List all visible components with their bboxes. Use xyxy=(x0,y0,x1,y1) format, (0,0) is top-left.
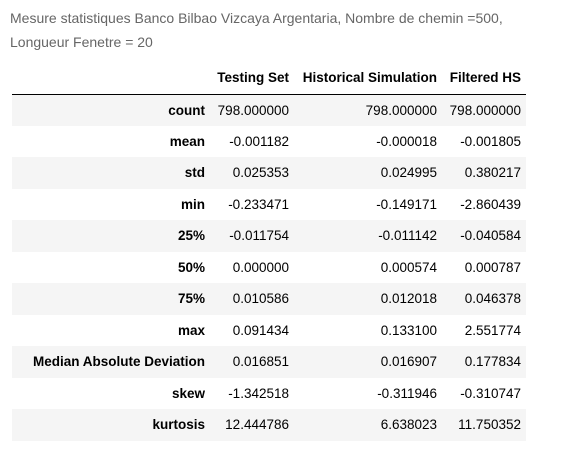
table-cell: 2.551774 xyxy=(464,322,521,338)
table-cell: 0.000000 xyxy=(232,259,289,275)
row-label: 50% xyxy=(177,259,205,275)
row-label: std xyxy=(184,165,205,181)
row-label: skew xyxy=(171,385,205,401)
table-cell: 0.000787 xyxy=(464,259,521,275)
table-row: mean -0.001182 -0.000018 -0.001805 xyxy=(12,126,526,158)
table-cell: 0.380217 xyxy=(464,165,521,181)
table-cell: 0.010586 xyxy=(232,291,289,307)
table-cell: -0.001182 xyxy=(229,133,289,149)
table-cell: 0.133100 xyxy=(380,322,437,338)
caption-line-2: Longueur Fenetre = 20 xyxy=(10,34,153,50)
index-header xyxy=(12,62,210,94)
row-label: 75% xyxy=(177,291,205,307)
header-row: Testing Set Historical Simulation Filter… xyxy=(12,62,526,94)
table-cell: 12.444786 xyxy=(225,417,289,433)
column-header-filtered-hs: Filtered HS xyxy=(449,70,521,86)
table-cell: -0.233471 xyxy=(228,196,289,212)
table-cell: 0.016907 xyxy=(380,354,437,370)
table-cell: 0.024995 xyxy=(380,165,437,181)
table-cell: 11.750352 xyxy=(458,417,521,433)
table-body: count 798.000000 798.000000 798.000000 m… xyxy=(12,94,526,441)
table-row: 75% 0.010586 0.012018 0.046378 xyxy=(12,283,526,315)
row-label: max xyxy=(177,322,205,338)
table-cell: 0.177834 xyxy=(464,354,521,370)
table-cell: -0.311946 xyxy=(377,385,437,401)
table-cell: -1.342518 xyxy=(228,385,289,401)
table-row: 50% 0.000000 0.000574 0.000787 xyxy=(12,252,526,284)
table-cell: -2.860439 xyxy=(460,196,521,212)
table-cell: 6.638023 xyxy=(380,417,437,433)
table-row: min -0.233471 -0.149171 -2.860439 xyxy=(12,189,526,221)
table-cell: -0.149171 xyxy=(376,196,437,212)
table-cell: -0.310747 xyxy=(460,385,521,401)
table-row: std 0.025353 0.024995 0.380217 xyxy=(12,157,526,189)
column-header-historical-simulation: Historical Simulation xyxy=(302,70,437,86)
row-label: kurtosis xyxy=(152,417,205,433)
statistics-table: Testing Set Historical Simulation Filter… xyxy=(12,62,526,441)
table-cell: -0.011754 xyxy=(229,228,289,244)
table-row: skew -1.342518 -0.311946 -0.310747 xyxy=(12,378,526,410)
row-label: Median Absolute Deviation xyxy=(32,354,205,370)
table-row: 25% -0.011754 -0.011142 -0.040584 xyxy=(12,220,526,252)
table-cell: 798.000000 xyxy=(365,102,437,118)
table-cell: -0.011142 xyxy=(378,228,437,244)
table-row: kurtosis 12.444786 6.638023 11.750352 xyxy=(12,409,526,441)
row-label: min xyxy=(180,196,205,212)
table-row: Median Absolute Deviation 0.016851 0.016… xyxy=(12,346,526,378)
column-header-testing-set: Testing Set xyxy=(217,70,289,86)
table-cell: 0.025353 xyxy=(232,165,289,181)
table-cell: 0.016851 xyxy=(232,354,289,370)
row-label: mean xyxy=(169,133,205,149)
caption-line-1: Mesure statistiques Banco Bilbao Vizcaya… xyxy=(10,10,503,26)
table-cell: 798.000000 xyxy=(217,102,289,118)
table-cell: 798.000000 xyxy=(449,102,521,118)
table-cell: 0.000574 xyxy=(380,259,437,275)
table-cell: 0.046378 xyxy=(464,291,521,307)
table-row: max 0.091434 0.133100 2.551774 xyxy=(12,315,526,347)
row-label: count xyxy=(168,102,205,118)
table-cell: -0.040584 xyxy=(460,228,521,244)
table-cell: 0.091434 xyxy=(232,322,289,338)
table-row: count 798.000000 798.000000 798.000000 xyxy=(12,94,526,126)
row-label: 25% xyxy=(177,228,205,244)
table-cell: -0.001805 xyxy=(460,133,521,149)
output-caption: Mesure statistiques Banco Bilbao Vizcaya… xyxy=(10,6,560,54)
table-cell: -0.000018 xyxy=(376,133,437,149)
table-cell: 0.012018 xyxy=(380,291,437,307)
table-header: Testing Set Historical Simulation Filter… xyxy=(12,62,526,94)
